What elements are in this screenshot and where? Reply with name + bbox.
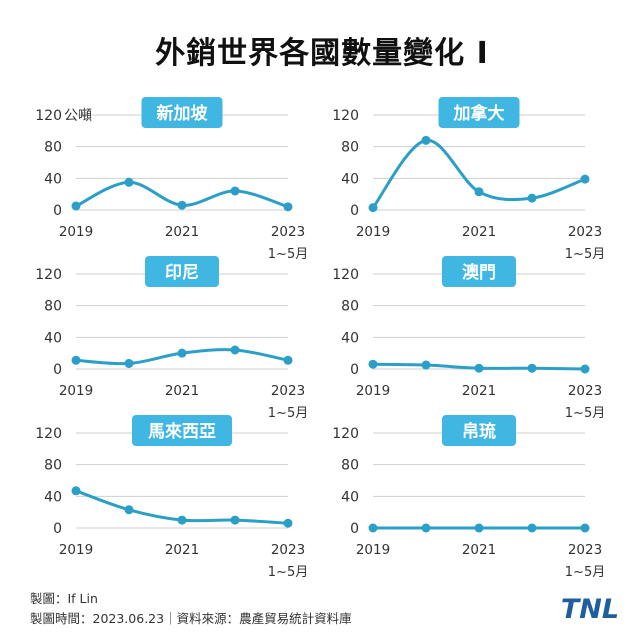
panel-1-y-unit-label: 公噸 bbox=[64, 108, 92, 124]
panel-2-y-tick-label: 40 bbox=[341, 171, 359, 187]
panel-4-data-point bbox=[368, 359, 378, 369]
panel-4-x-tick-label: 2023 bbox=[568, 383, 602, 399]
panel-1-x-tick-label: 2023 bbox=[271, 224, 305, 240]
panel-6-data-point bbox=[474, 523, 484, 533]
panel-4-x-tick-extra: 1~5月 bbox=[565, 406, 605, 421]
panel-3-data-point bbox=[283, 355, 293, 365]
panel-2-x-tick-label: 2023 bbox=[568, 224, 602, 240]
panel-2-series-line bbox=[371, 138, 586, 209]
panel-4-title-badge bbox=[442, 256, 516, 287]
panel-2-title-badge bbox=[438, 97, 520, 128]
panel-2-data-point bbox=[474, 187, 484, 197]
panel-5-y-tick-label: 40 bbox=[44, 489, 62, 505]
footer-info: 製圖時間：2023.06.23｜資料來源：農產貿易統計資料庫 bbox=[30, 611, 352, 626]
panel-4-data-point bbox=[474, 363, 484, 373]
panel-3-y-tick-label: 0 bbox=[53, 362, 62, 378]
panel-4-y-tick-label: 80 bbox=[341, 299, 359, 315]
panel-1-x-tick-label: 2019 bbox=[59, 224, 93, 240]
panel-4-y-tick-label: 0 bbox=[350, 362, 359, 378]
panel-4-x-tick-label: 2019 bbox=[356, 383, 390, 399]
panel-5-x-tick-label: 2019 bbox=[59, 542, 93, 558]
panel-3-data-point bbox=[230, 345, 240, 355]
panel-5-y-tick-label: 80 bbox=[44, 458, 62, 474]
panel-3-x-tick-extra: 1~5月 bbox=[268, 406, 308, 421]
panel-2-x-tick-label: 2019 bbox=[356, 224, 390, 240]
panel-3-x-tick-label: 2023 bbox=[271, 383, 305, 399]
panel-1-x-tick-label: 2021 bbox=[165, 224, 199, 240]
panel-1-data-point bbox=[283, 202, 293, 212]
panel-4-y-tick-label: 120 bbox=[332, 267, 359, 283]
panel-3-x-tick-label: 2021 bbox=[165, 383, 199, 399]
panel-6-y-tick-label: 40 bbox=[341, 489, 359, 505]
panel-5-data-point bbox=[71, 486, 81, 496]
footer-maker: 製圖：If Lin bbox=[30, 591, 98, 606]
panel-6-data-point bbox=[421, 523, 431, 533]
panel-3-data-point bbox=[71, 355, 81, 365]
panel-2-x-tick-label: 2021 bbox=[462, 224, 496, 240]
panel-6-x-tick-label: 2019 bbox=[356, 542, 390, 558]
panel-6-title: 帛琉 bbox=[462, 421, 496, 442]
panel-2-data-point bbox=[368, 203, 378, 213]
panel-1-data-point bbox=[177, 200, 187, 210]
panel-1-data-point bbox=[124, 177, 134, 187]
panel-5-x-tick-label: 2021 bbox=[165, 542, 199, 558]
panel-5-y-tick-label: 0 bbox=[53, 521, 62, 537]
panel-1-y-tick-label: 120 bbox=[35, 108, 62, 124]
panel-3-y-tick-label: 40 bbox=[44, 330, 62, 346]
panel-1-title: 新加坡 bbox=[157, 103, 208, 124]
panel-6-x-tick-label: 2023 bbox=[568, 542, 602, 558]
panel-1-data-point bbox=[71, 201, 81, 211]
panel-6-y-tick-label: 0 bbox=[350, 521, 359, 537]
panel-2-data-point bbox=[527, 193, 537, 203]
panel-1-y-tick-label: 40 bbox=[44, 171, 62, 187]
panel-6-y-tick-label: 80 bbox=[341, 458, 359, 474]
panel-2-data-point bbox=[421, 135, 431, 145]
panel-5-title-badge bbox=[132, 415, 232, 446]
panel-3-y-tick-label: 80 bbox=[44, 299, 62, 315]
panel-6-y-tick-label: 120 bbox=[332, 426, 359, 442]
panel-1-title-badge bbox=[141, 97, 223, 128]
panel-5-x-tick-extra: 1~5月 bbox=[268, 565, 308, 580]
panel-3-data-point bbox=[177, 348, 187, 358]
panel-4-data-point bbox=[527, 363, 537, 373]
panel-1-data-point bbox=[230, 186, 240, 196]
panel-3-data-point bbox=[124, 358, 134, 368]
tnl-logo: TNL bbox=[561, 594, 619, 622]
panel-2-y-tick-label: 120 bbox=[332, 108, 359, 124]
panel-4-x-tick-label: 2021 bbox=[462, 383, 496, 399]
panel-3-y-tick-label: 120 bbox=[35, 267, 62, 283]
panel-1-y-tick-label: 0 bbox=[53, 203, 62, 219]
panel-1-y-tick-label: 80 bbox=[44, 140, 62, 156]
panel-2-y-tick-label: 80 bbox=[341, 140, 359, 156]
panel-5-y-tick-label: 120 bbox=[35, 426, 62, 442]
page-title: 外銷世界各國數量變化 I bbox=[155, 36, 489, 71]
svg-text:TNL: TNL bbox=[561, 594, 619, 622]
panel-3-title-badge bbox=[145, 256, 219, 287]
panel-5-data-point bbox=[124, 505, 134, 515]
panel-2-data-point bbox=[580, 174, 590, 184]
panel-4-data-point bbox=[580, 364, 590, 374]
panel-6-data-point bbox=[368, 523, 378, 533]
panel-2-x-tick-extra: 1~5月 bbox=[565, 247, 605, 262]
panel-5-data-point bbox=[177, 515, 187, 525]
panel-6-data-point bbox=[580, 523, 590, 533]
panel-5-title: 馬來西亞 bbox=[148, 422, 216, 442]
panel-4-y-tick-label: 40 bbox=[341, 330, 359, 346]
panel-6-x-tick-extra: 1~5月 bbox=[565, 565, 605, 580]
panel-5-x-tick-label: 2023 bbox=[271, 542, 305, 558]
panel-1-x-tick-extra: 1~5月 bbox=[268, 247, 308, 262]
panel-3-x-tick-label: 2019 bbox=[59, 383, 93, 399]
panel-2-y-tick-label: 0 bbox=[350, 203, 359, 219]
panel-6-x-tick-label: 2021 bbox=[462, 542, 496, 558]
panel-6-title-badge bbox=[442, 415, 516, 446]
panel-2-title: 加拿大 bbox=[453, 103, 505, 124]
panel-5-data-point bbox=[283, 518, 293, 528]
panel-3-title: 印尼 bbox=[165, 263, 199, 283]
panel-6-data-point bbox=[527, 523, 537, 533]
panel-4-data-point bbox=[421, 360, 431, 370]
panel-4-title: 澳門 bbox=[462, 262, 496, 283]
panel-5-data-point bbox=[230, 515, 240, 525]
